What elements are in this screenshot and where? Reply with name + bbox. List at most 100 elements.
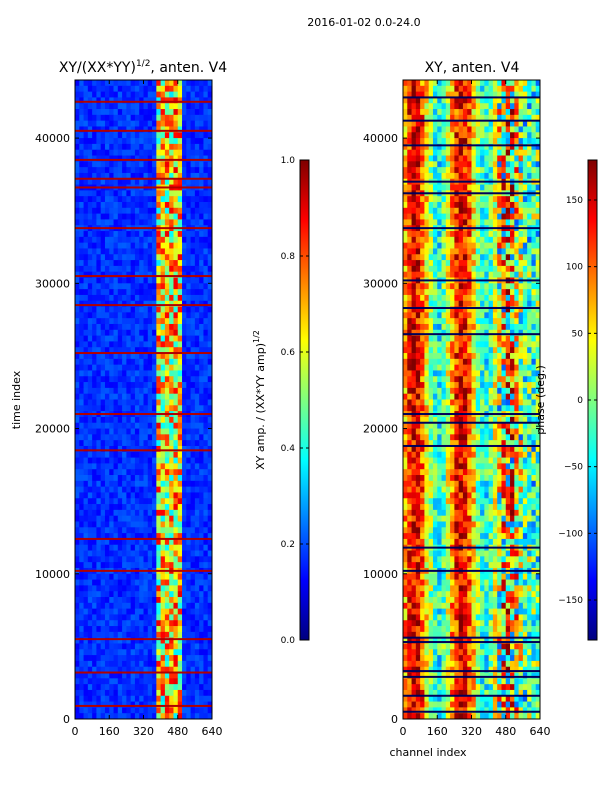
heatmap-cell: [109, 701, 114, 708]
heatmap-cell: [190, 556, 196, 563]
heatmap-cell: [203, 509, 209, 517]
heatmap-cell: [130, 143, 136, 151]
heatmap-cell: [471, 300, 477, 307]
heatmap-cell: [169, 190, 174, 197]
heatmap-cell: [432, 289, 438, 296]
heatmap-cell: [139, 399, 144, 406]
heatmap-cell: [518, 294, 524, 302]
heatmap-cell: [194, 335, 200, 342]
heatmap-cell: [83, 167, 89, 174]
heatmap-cell: [501, 120, 507, 127]
heatmap-cell: [467, 184, 472, 191]
heatmap-cell: [424, 138, 430, 145]
heatmap-cell: [497, 312, 502, 319]
heatmap-cell: [169, 109, 174, 116]
heatmap-cell: [134, 277, 140, 284]
heatmap-cell: [160, 428, 166, 435]
heatmap-cell: [484, 236, 490, 244]
heatmap-cell: [501, 318, 507, 325]
heatmap-cell: [194, 283, 200, 290]
heatmap-cell: [488, 201, 494, 209]
heatmap-cell: [100, 608, 106, 615]
heatmap-cell: [164, 515, 170, 522]
heatmap-cell: [531, 109, 537, 116]
heatmap-cell: [79, 387, 84, 395]
heatmap-cell: [126, 382, 132, 389]
heatmap-cell: [186, 85, 191, 93]
heatmap-cell: [143, 475, 149, 482]
heatmap-cell: [113, 155, 119, 162]
heatmap-cell: [100, 219, 106, 226]
heatmap-cell: [407, 91, 412, 98]
heatmap-cell: [505, 312, 511, 319]
heatmap-cell: [527, 323, 532, 331]
heatmap-cell: [424, 242, 430, 249]
heatmap-cell: [75, 271, 80, 278]
heatmap-cell: [92, 178, 97, 185]
heatmap-cell: [117, 509, 123, 517]
heatmap-cell: [199, 335, 204, 342]
heatmap-cell: [177, 103, 183, 110]
heatmap-cell: [143, 329, 149, 336]
heatmap-cell: [100, 329, 106, 336]
heatmap-cell: [186, 556, 191, 563]
heatmap-cell: [117, 236, 123, 244]
heatmap-cell: [199, 213, 204, 220]
heatmap-cell: [199, 155, 204, 162]
heatmap-cell: [164, 167, 170, 174]
heatmap-cell: [424, 323, 430, 331]
heatmap-cell: [75, 689, 80, 697]
heatmap-cell: [87, 109, 93, 116]
heatmap-cell: [75, 463, 80, 470]
heatmap-cell: [492, 318, 498, 325]
heatmap-cell: [126, 608, 132, 615]
heatmap-cell: [432, 103, 438, 110]
heatmap-cell: [207, 329, 213, 336]
heatmap-cell: [156, 643, 162, 650]
heatmap-cell: [407, 196, 412, 203]
heatmap-cell: [501, 97, 507, 104]
heatmap-cell: [203, 707, 209, 714]
heatmap-cell: [420, 254, 425, 261]
heatmap-cell: [437, 323, 442, 331]
heatmap-cell: [152, 527, 157, 534]
heatmap-cell: [126, 585, 132, 592]
heatmap-cell: [514, 172, 519, 180]
heatmap-cell: [169, 155, 174, 162]
heatmap-cell: [134, 109, 140, 116]
heatmap-cell: [109, 643, 114, 650]
heatmap-cell: [139, 155, 144, 162]
heatmap-cell: [190, 126, 196, 133]
heatmap-cell: [522, 231, 528, 238]
heatmap-cell: [87, 626, 93, 633]
heatmap-cell: [75, 335, 80, 342]
heatmap-cell: [199, 97, 204, 104]
heatmap-cell: [79, 695, 84, 702]
heatmap-cell: [190, 620, 196, 627]
heatmap-cell: [203, 347, 209, 354]
heatmap-cell: [109, 440, 114, 447]
heatmap-cell: [169, 97, 174, 104]
heatmap-cell: [462, 132, 468, 139]
heatmap-cell: [445, 283, 451, 290]
heatmap-cell: [160, 620, 166, 627]
heatmap-cell: [92, 550, 97, 557]
heatmap-cell: [432, 329, 438, 336]
heatmap-cell: [109, 486, 114, 493]
heatmap-cell: [87, 602, 93, 610]
heatmap-cell: [156, 370, 162, 377]
heatmap-cell: [190, 416, 196, 424]
heatmap-cell: [122, 347, 127, 354]
heatmap-cell: [454, 323, 460, 331]
heatmap-cell: [411, 149, 417, 156]
heatmap-cell: [117, 341, 123, 348]
heatmap-cell: [117, 643, 123, 650]
heatmap-cell: [531, 260, 537, 267]
heatmap-cell: [182, 126, 187, 133]
heatmap-cell: [505, 132, 511, 139]
heatmap-cell: [117, 672, 123, 679]
heatmap-cell: [535, 254, 541, 261]
heatmap-cell: [445, 265, 451, 273]
heatmap-cell: [501, 161, 507, 168]
heatmap-cell: [432, 109, 438, 116]
